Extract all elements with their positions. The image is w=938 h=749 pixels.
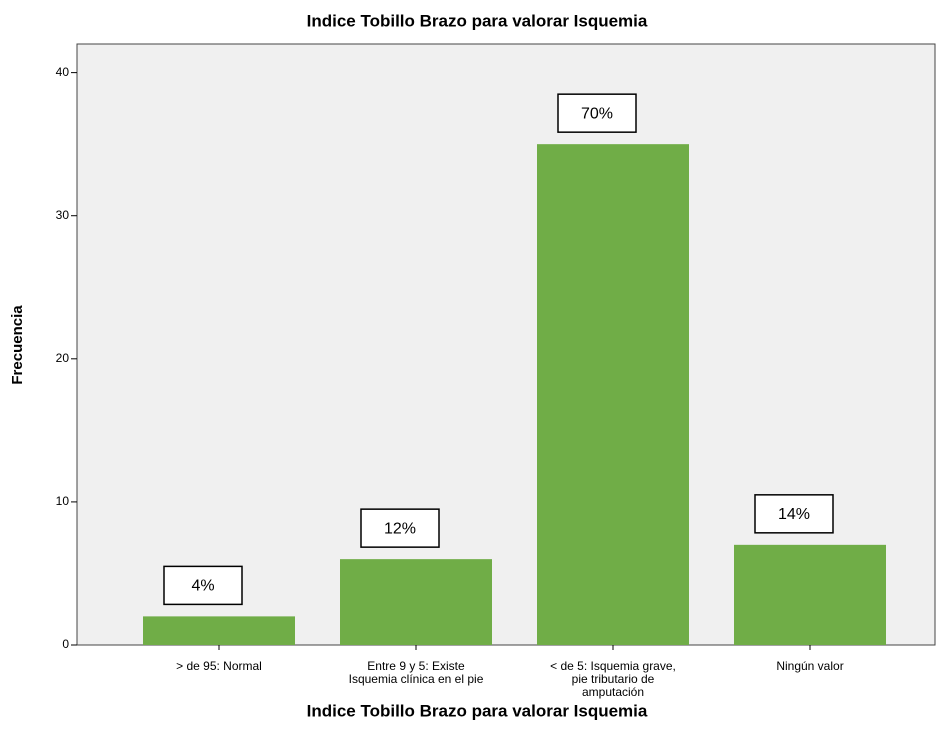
chart-title: Indice Tobillo Brazo para valorar Isquem… [307, 11, 648, 30]
x-axis-label: Indice Tobillo Brazo para valorar Isquem… [307, 701, 648, 720]
x-tick-label: < de 5: Isquemia grave, [550, 659, 676, 673]
y-tick-label: 20 [56, 351, 70, 365]
annotation-box [754, 494, 834, 534]
bar [537, 144, 689, 645]
x-tick-label: Ningún valor [776, 659, 843, 673]
y-axis-label: Frecuencia [9, 305, 26, 385]
y-tick-label: 0 [62, 637, 69, 651]
y-tick-label: 30 [56, 208, 70, 222]
bar [143, 616, 295, 645]
x-tick-label: Entre 9 y 5: Existe [367, 659, 465, 673]
x-tick-label: Isquemia clínica en el pie [349, 672, 484, 686]
x-tick-label: pie tributario de [572, 672, 655, 686]
annotation: 12% [384, 520, 416, 537]
y-tick-label: 40 [56, 65, 70, 79]
x-tick-label: > de 95: Normal [176, 659, 262, 673]
annotation-box [163, 565, 243, 606]
annotation: 14% [778, 506, 810, 523]
x-tick-label: amputación [582, 685, 644, 699]
y-tick-label: 10 [56, 494, 70, 508]
annotation: 4% [191, 578, 214, 595]
annotation-box [360, 508, 440, 548]
bar [340, 559, 492, 645]
annotation-box [557, 93, 637, 133]
bar [734, 544, 886, 645]
annotation: 70% [581, 105, 613, 122]
